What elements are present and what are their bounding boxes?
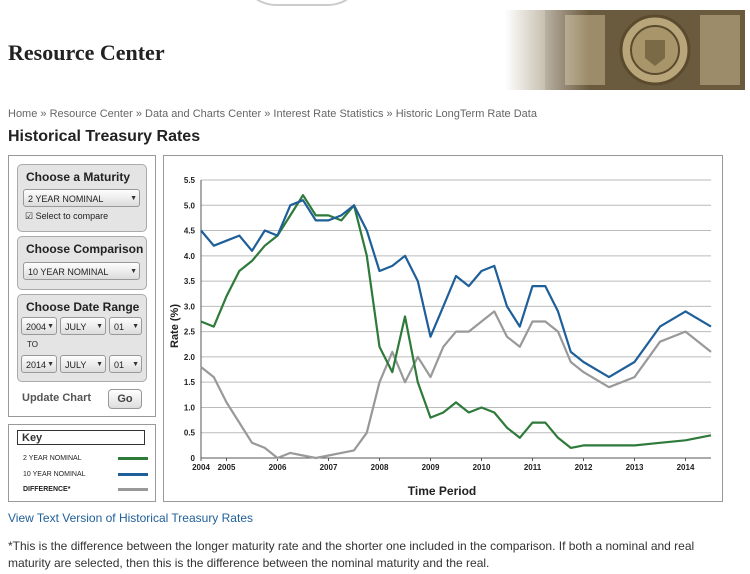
breadcrumb-separator: » xyxy=(40,108,47,120)
dropdown-arrow-icon: ▼ xyxy=(96,323,103,330)
breadcrumb-resource-center[interactable]: Resource Center xyxy=(49,108,133,120)
y-tick-label: 4.5 xyxy=(184,227,196,236)
from-year-value: 2004 xyxy=(26,322,47,332)
dropdown-arrow-icon: ▼ xyxy=(130,268,137,275)
from-day-value: 01 xyxy=(114,322,125,332)
breadcrumb-home[interactable]: Home xyxy=(8,108,38,120)
dropdown-arrow-icon: ▼ xyxy=(130,195,137,202)
checkbox-checked-icon: ☑ xyxy=(25,211,34,221)
from-month-select[interactable]: JULY ▼ xyxy=(60,317,106,335)
breadcrumb: Home » Resource Center » Data and Charts… xyxy=(8,108,537,120)
chart-key-panel: Key 2 YEAR NOMINAL 10 YEAR NOMINAL DIFFE… xyxy=(8,424,156,502)
section-title: Historical Treasury Rates xyxy=(8,128,201,145)
header-arc-decoration xyxy=(240,0,364,6)
footnote-text: *This is the difference between the long… xyxy=(8,539,695,570)
breadcrumb-historic-longterm[interactable]: Historic LongTerm Rate Data xyxy=(395,108,537,120)
breadcrumb-separator: » xyxy=(264,108,271,120)
key-swatch-difference xyxy=(118,488,148,491)
breadcrumb-separator: » xyxy=(135,108,142,120)
comparison-select-value: 10 YEAR NOMINAL xyxy=(28,267,109,277)
key-swatch-10-year xyxy=(118,473,148,476)
dropdown-arrow-icon: ▼ xyxy=(132,361,139,368)
dropdown-arrow-icon: ▼ xyxy=(47,323,54,330)
maturity-label: Choose a Maturity xyxy=(26,170,131,184)
from-day-select[interactable]: 01 ▼ xyxy=(109,317,142,335)
compare-checkbox-label: Select to compare xyxy=(35,211,109,221)
breadcrumb-data-charts-center[interactable]: Data and Charts Center xyxy=(145,108,262,120)
rates-chart: 0 0.5 1.0 1.5 2.0 2.5 3.0 3.5 4.0 4.5 5.0 5.5 2004 20… xyxy=(163,155,723,502)
y-tick-label: 4.0 xyxy=(184,252,196,261)
x-tick-label: 2004 xyxy=(192,463,210,472)
to-day-select[interactable]: 01 ▼ xyxy=(109,355,142,373)
x-tick-label: 2009 xyxy=(422,463,440,472)
maturity-select[interactable]: 2 YEAR NOMINAL ▼ xyxy=(23,189,140,207)
to-day-value: 01 xyxy=(114,360,125,370)
y-tick-label: 2.5 xyxy=(184,328,196,337)
chart-controls-panel: Choose a Maturity 2 YEAR NOMINAL ▼ ☑ Sel… xyxy=(8,155,156,417)
maturity-group: Choose a Maturity 2 YEAR NOMINAL ▼ ☑ Sel… xyxy=(17,164,147,232)
y-tick-label: 1.0 xyxy=(184,403,196,412)
series-line-difference xyxy=(200,310,712,460)
to-year-value: 2014 xyxy=(26,360,47,370)
dropdown-arrow-icon: ▼ xyxy=(47,361,54,368)
breadcrumb-interest-rate-statistics[interactable]: Interest Rate Statistics xyxy=(273,108,384,120)
to-month-select[interactable]: JULY ▼ xyxy=(60,355,106,373)
compare-checkbox[interactable]: ☑ Select to compare xyxy=(25,211,108,222)
y-tick-label: 1.5 xyxy=(184,378,196,387)
date-range-group: Choose Date Range 2004 ▼ JULY ▼ 01 ▼ TO … xyxy=(17,294,147,382)
x-axis-label: Time Period xyxy=(408,484,476,498)
comparison-select[interactable]: 10 YEAR NOMINAL ▼ xyxy=(23,262,140,280)
treasury-seal-image xyxy=(505,10,745,90)
rates-chart-svg: 0 0.5 1.0 1.5 2.0 2.5 3.0 3.5 4.0 4.5 5.0 5.5 2004 20… xyxy=(169,176,712,498)
comparison-label: Choose Comparison xyxy=(26,242,144,256)
y-axis-label: Rate (%) xyxy=(169,304,181,348)
go-button[interactable]: Go xyxy=(108,389,142,409)
x-tick-label: 2007 xyxy=(320,463,338,472)
dropdown-arrow-icon: ▼ xyxy=(132,323,139,330)
key-swatch-2-year xyxy=(118,457,148,460)
to-month-value: JULY xyxy=(65,360,87,370)
header-banner: Resource Center xyxy=(0,0,750,98)
x-tick-label: 2005 xyxy=(218,463,236,472)
x-tick-label: 2012 xyxy=(575,463,593,472)
breadcrumb-separator: » xyxy=(386,108,393,120)
from-year-select[interactable]: 2004 ▼ xyxy=(21,317,57,335)
key-label-10-year: 10 YEAR NOMINAL xyxy=(23,471,86,478)
y-tick-label: 3.5 xyxy=(184,277,196,286)
to-year-select[interactable]: 2014 ▼ xyxy=(21,355,57,373)
comparison-group: Choose Comparison 10 YEAR NOMINAL ▼ xyxy=(17,236,147,290)
date-range-label: Choose Date Range xyxy=(26,300,140,314)
key-title: Key xyxy=(17,430,145,445)
update-chart-label: Update Chart xyxy=(22,392,92,404)
dropdown-arrow-icon: ▼ xyxy=(96,361,103,368)
x-tick-label: 2014 xyxy=(677,463,695,472)
x-tick-label: 2011 xyxy=(524,463,542,472)
y-tick-label: 2.0 xyxy=(184,353,196,362)
series-line-10-year xyxy=(200,199,712,379)
y-tick-label: 5.0 xyxy=(184,201,196,210)
text-version-link[interactable]: View Text Version of Historical Treasury… xyxy=(8,511,253,525)
key-label-2-year: 2 YEAR NOMINAL xyxy=(23,455,82,462)
x-tick-label: 2013 xyxy=(626,463,644,472)
y-tick-label: 0.5 xyxy=(184,429,196,438)
date-range-to-label: TO xyxy=(27,340,38,349)
from-month-value: JULY xyxy=(65,322,87,332)
x-tick-label: 2008 xyxy=(371,463,389,472)
y-tick-label: 0 xyxy=(191,454,196,463)
key-label-difference: DIFFERENCE* xyxy=(23,486,71,493)
page-title: Resource Center xyxy=(8,40,165,65)
maturity-select-value: 2 YEAR NOMINAL xyxy=(28,194,104,204)
x-tick-label: 2010 xyxy=(473,463,491,472)
y-tick-label: 5.5 xyxy=(184,176,196,185)
x-tick-label: 2006 xyxy=(269,463,287,472)
series-line-2-year xyxy=(200,194,712,449)
y-tick-label: 3.0 xyxy=(184,302,196,311)
